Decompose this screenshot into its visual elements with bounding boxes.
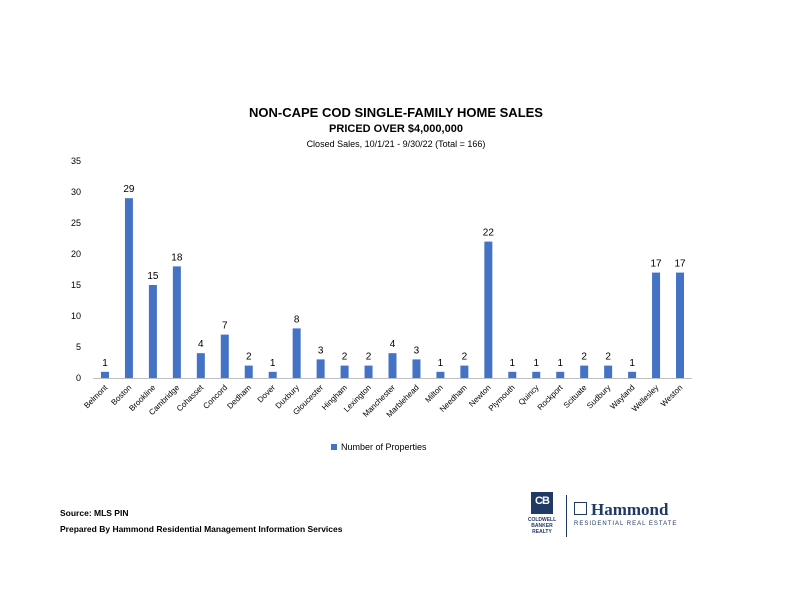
data-label: 2 — [605, 352, 611, 363]
bar — [556, 371, 565, 378]
y-tick-label: 5 — [76, 342, 81, 352]
bar — [364, 365, 373, 378]
hammond-name: Hammond — [591, 500, 669, 519]
bar — [148, 285, 157, 378]
x-tick-label: Rockport — [536, 383, 566, 413]
bar — [244, 365, 253, 378]
prepared-by-text: Prepared By Hammond Residential Manageme… — [60, 524, 343, 534]
data-label: 1 — [102, 358, 108, 369]
data-label: 17 — [650, 259, 662, 270]
data-label: 15 — [147, 271, 159, 282]
chart-titles: NON-CAPE COD SINGLE-FAMILY HOME SALES PR… — [0, 104, 792, 151]
y-tick-label: 35 — [71, 156, 81, 166]
x-tick-label: Scituate — [562, 383, 589, 410]
bar — [604, 365, 613, 378]
bar — [460, 365, 469, 378]
data-label: 7 — [222, 321, 228, 332]
bar — [532, 371, 541, 378]
y-tick-label: 20 — [71, 249, 81, 259]
bar — [316, 359, 325, 378]
y-tick-label: 0 — [76, 373, 81, 383]
data-label: 2 — [366, 352, 372, 363]
x-tick-label: Milton — [423, 383, 444, 404]
cb-mark-icon: CB — [531, 492, 553, 514]
y-tick-label: 15 — [71, 280, 81, 290]
bar — [436, 371, 445, 378]
bar — [652, 272, 661, 378]
bar — [124, 198, 133, 378]
x-tick-label: Dedham — [225, 383, 253, 411]
data-label: 17 — [674, 259, 686, 270]
bar — [508, 371, 517, 378]
house-icon — [574, 502, 587, 516]
data-label: 1 — [533, 358, 539, 369]
data-label: 1 — [629, 358, 635, 369]
bar — [580, 365, 589, 378]
data-label: 1 — [438, 358, 444, 369]
bar — [484, 241, 493, 378]
x-tick-label: Weston — [659, 383, 684, 408]
data-label: 4 — [198, 339, 204, 350]
bar — [268, 371, 277, 378]
data-label: 2 — [462, 352, 468, 363]
bar — [340, 365, 349, 378]
hammond-subtitle: RESIDENTIAL REAL ESTATE — [574, 521, 678, 527]
x-tick-label: Belmont — [82, 383, 110, 411]
data-label: 29 — [123, 184, 135, 195]
data-label: 4 — [390, 339, 396, 350]
x-tick-label: Dover — [256, 383, 278, 405]
legend-swatch — [331, 444, 337, 450]
bar — [676, 272, 685, 378]
bar — [220, 334, 229, 378]
bar — [100, 371, 109, 378]
data-label: 18 — [171, 252, 183, 263]
data-label: 1 — [270, 358, 276, 369]
data-label: 3 — [414, 345, 420, 356]
data-label: 2 — [342, 352, 348, 363]
chart-subsubtitle: Closed Sales, 10/1/21 - 9/30/22 (Total =… — [306, 139, 486, 149]
legend-label: Number of Properties — [341, 442, 427, 452]
y-tick-label: 30 — [71, 187, 81, 197]
data-label: 1 — [510, 358, 516, 369]
x-tick-label: Cohasset — [175, 383, 206, 414]
bar — [196, 353, 205, 378]
x-tick-label: Concord — [201, 383, 229, 411]
bar — [292, 328, 301, 378]
hammond-logo: Hammond RESIDENTIAL REAL ESTATE — [574, 500, 677, 527]
bar — [388, 353, 397, 378]
y-tick-label: 10 — [71, 311, 81, 321]
footer: Source: MLS PIN Prepared By Hammond Resi… — [60, 505, 342, 537]
data-label: 22 — [483, 228, 495, 239]
x-tick-label: Sudbury — [585, 383, 612, 410]
bar — [628, 371, 637, 378]
chart-subtitle: PRICED OVER $4,000,000 — [329, 123, 463, 135]
source-text: Source: MLS PIN — [60, 508, 129, 518]
data-label: 2 — [581, 352, 587, 363]
data-label: 3 — [318, 345, 324, 356]
coldwell-banker-logo: CB COLDWELL BANKER REALTY — [516, 492, 568, 535]
data-label: 1 — [557, 358, 563, 369]
chart-title: NON-CAPE COD SINGLE-FAMILY HOME SALES — [249, 105, 543, 120]
data-label: 2 — [246, 352, 252, 363]
logo-divider — [566, 495, 567, 537]
y-tick-label: 25 — [71, 218, 81, 228]
data-label: 8 — [294, 314, 300, 325]
bar — [172, 266, 181, 378]
bar — [412, 359, 421, 378]
x-tick-label: Plymouth — [487, 383, 517, 413]
